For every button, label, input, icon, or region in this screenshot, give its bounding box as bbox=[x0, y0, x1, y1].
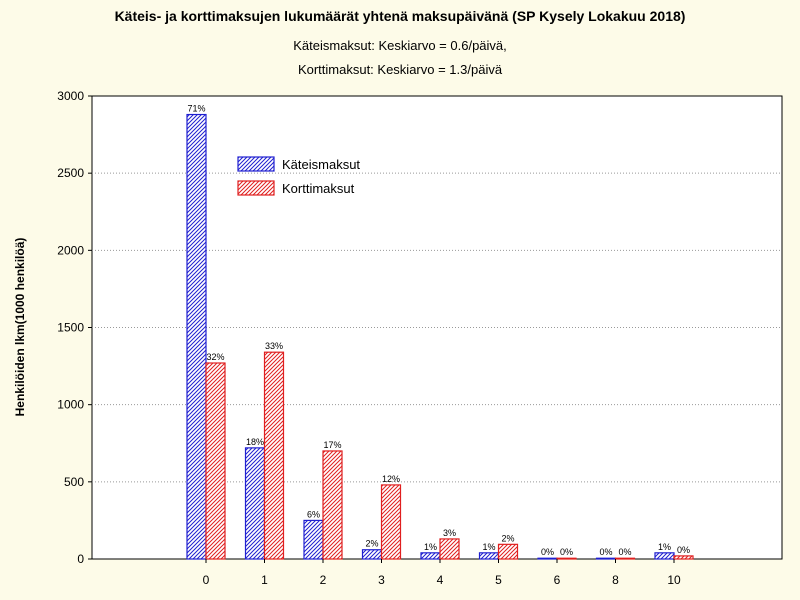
y-tick-label: 0 bbox=[77, 552, 84, 566]
bar-cash-4 bbox=[420, 552, 441, 560]
bar-value-label: 32% bbox=[206, 352, 224, 362]
x-tick-label: 1 bbox=[261, 573, 268, 587]
bar-value-label: 0% bbox=[560, 547, 573, 557]
x-tick-label: 5 bbox=[495, 573, 502, 587]
y-tick-label: 1000 bbox=[57, 398, 84, 412]
chart-subtitle-cash: Käteismaksut: Keskiarvo = 0.6/päivä, bbox=[293, 38, 507, 53]
bar-cash-6 bbox=[537, 557, 558, 560]
legend-label-cash: Käteismaksut bbox=[282, 157, 360, 172]
bar-card-4 bbox=[439, 538, 460, 560]
bar-value-label: 71% bbox=[187, 104, 205, 114]
legend-swatch-cash bbox=[237, 156, 275, 172]
legend-label-card: Korttimaksut bbox=[282, 181, 355, 196]
bar-value-label: 2% bbox=[501, 533, 514, 543]
bar-value-label: 3% bbox=[443, 528, 456, 538]
bar-value-label: 18% bbox=[246, 437, 264, 447]
bar-value-label: 0% bbox=[599, 547, 612, 557]
y-tick-label: 1500 bbox=[57, 321, 84, 335]
bar-card-10 bbox=[673, 555, 694, 560]
bar-cash-1 bbox=[244, 447, 266, 560]
bar-value-label: 0% bbox=[677, 545, 690, 555]
bar-value-label: 0% bbox=[541, 547, 554, 557]
legend-swatch-card bbox=[237, 180, 275, 196]
bar-card-1 bbox=[263, 351, 285, 560]
bar-value-label: 1% bbox=[658, 542, 671, 552]
y-tick-label: 2500 bbox=[57, 166, 84, 180]
bar-value-label: 2% bbox=[365, 539, 378, 549]
y-tick-label: 3000 bbox=[57, 89, 84, 103]
bar-value-label: 6% bbox=[307, 509, 320, 519]
bar-card-8 bbox=[614, 557, 636, 560]
y-tick-label: 500 bbox=[64, 475, 84, 489]
chart-subtitle-card: Korttimaksut: Keskiarvo = 1.3/päivä bbox=[297, 62, 503, 77]
bar-card-0 bbox=[205, 362, 226, 560]
bar-cash-2 bbox=[303, 519, 324, 560]
bar-value-label: 0% bbox=[618, 547, 631, 557]
bar-cash-0 bbox=[186, 113, 207, 560]
bar-cash-3 bbox=[361, 549, 383, 560]
bar-value-label: 1% bbox=[482, 542, 495, 552]
bar-card-6 bbox=[556, 557, 577, 560]
y-tick-label: 2000 bbox=[57, 243, 84, 257]
x-tick-label: 6 bbox=[554, 573, 561, 587]
bar-value-label: 17% bbox=[323, 440, 341, 450]
bar-card-5 bbox=[497, 543, 519, 560]
bar-cash-10 bbox=[654, 552, 675, 560]
bar-card-2 bbox=[322, 450, 343, 560]
bar-card-3 bbox=[380, 484, 402, 560]
chart-title: Käteis- ja korttimaksujen lukumäärät yht… bbox=[114, 8, 686, 24]
bar-value-label: 1% bbox=[424, 542, 437, 552]
x-tick-label: 3 bbox=[378, 573, 385, 587]
x-tick-label: 4 bbox=[437, 573, 444, 587]
bar-value-label: 12% bbox=[382, 474, 400, 484]
y-axis-label: Henkilöiden lkm(1000 henkilöä) bbox=[13, 238, 27, 417]
x-tick-label: 10 bbox=[667, 573, 681, 587]
x-tick-label: 8 bbox=[612, 573, 619, 587]
x-tick-label: 0 bbox=[203, 573, 210, 587]
bar-cash-8 bbox=[595, 557, 617, 560]
bar-value-label: 33% bbox=[265, 341, 283, 351]
x-tick-label: 2 bbox=[320, 573, 327, 587]
bar-cash-5 bbox=[478, 552, 500, 560]
